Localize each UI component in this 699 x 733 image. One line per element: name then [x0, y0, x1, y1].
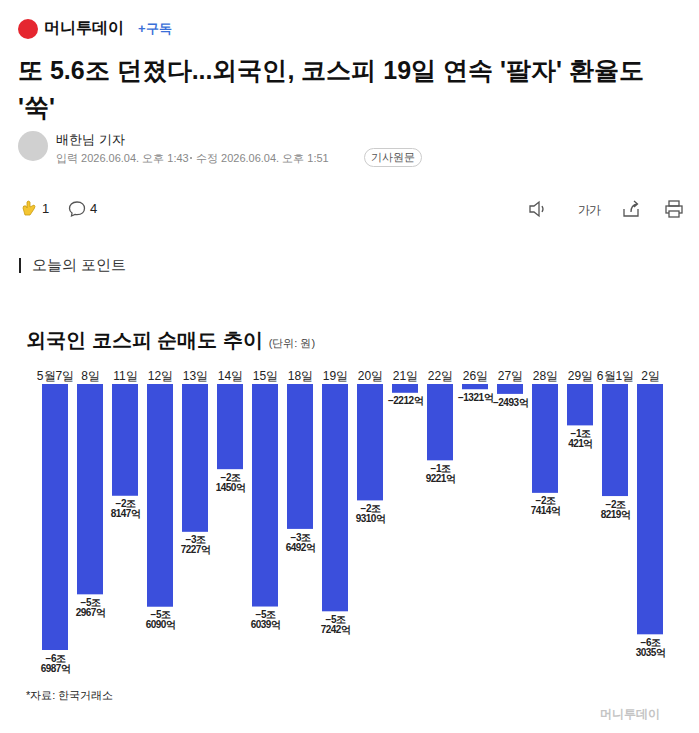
svg-text:6월1일: 6월1일: [597, 369, 634, 383]
svg-text:−1321억: −1321억: [458, 392, 493, 403]
svg-text:−2493억: −2493억: [493, 396, 528, 407]
svg-text:15일: 15일: [253, 369, 278, 383]
html-text:배한님 기자: 배한님 기자: [56, 132, 125, 147]
svg-text:−2조8219억: −2조8219억: [601, 499, 631, 520]
svg-text:−6조3035억: −6조3035억: [636, 637, 666, 658]
html-text:외국인 코스피 순매도 추이 (단위: 원): 외국인 코스피 순매도 추이 (단위: 원): [26, 329, 316, 351]
svg-text:−2212억: −2212억: [388, 395, 423, 406]
svg-text:−1조9221억: −1조9221억: [426, 463, 456, 484]
html-text:또 5.6조 던졌다...외국인, 코스피 19일 연속 ': 또 5.6조 던졌다...외국인, 코스피 19일 연속 '팔자' 환율도 '쑥…: [18, 56, 644, 121]
svg-text:26일: 26일: [463, 369, 488, 383]
html-text:*자료: 한국거래소: *자료: 한국거래소: [26, 689, 114, 701]
svg-text:−5조2967억: −5조2967억: [76, 597, 106, 618]
svg-text:2일: 2일: [641, 369, 660, 383]
html-text:가가: 가가: [578, 203, 600, 217]
svg-text:20일: 20일: [358, 369, 383, 383]
svg-text:−5조7242억: −5조7242억: [321, 614, 351, 635]
svg-text:−3조7227억: −3조7227억: [181, 534, 211, 555]
svg-text:19일: 19일: [323, 369, 348, 383]
svg-text:18일: 18일: [288, 369, 313, 383]
svg-text:−5조6090억: −5조6090억: [146, 609, 176, 630]
html-text:머니투데이: 머니투데이: [44, 19, 124, 36]
svg-text:29일: 29일: [568, 369, 593, 383]
svg-text:−6조6987억: −6조6987억: [41, 653, 71, 674]
svg-text:−2조7414억: −2조7414억: [531, 495, 561, 516]
svg-text:5월7일: 5월7일: [37, 369, 74, 383]
svg-text:21일: 21일: [393, 369, 418, 383]
svg-text:27일: 27일: [498, 369, 523, 383]
html-text:입력 2026.06.04. 오후 1:43: 입력 2026.06.04. 오후 1:43: [56, 152, 189, 164]
html-text:머니투데이: 머니투데이: [600, 707, 660, 721]
html-text:1: 1: [42, 201, 50, 216]
html-text:4: 4: [90, 201, 98, 216]
svg-text:22일: 22일: [428, 369, 453, 383]
html-text:수정 2026.06.04. 오후 1:51: 수정 2026.06.04. 오후 1:51: [196, 152, 329, 164]
svg-text:11일: 11일: [113, 369, 137, 383]
svg-text:−2조8147억: −2조8147억: [111, 498, 141, 519]
svg-text:−2조9310억: −2조9310억: [356, 503, 386, 524]
html-text:기사원문: 기사원문: [371, 151, 415, 163]
svg-text:28일: 28일: [533, 369, 558, 383]
svg-text:8일: 8일: [81, 369, 100, 383]
svg-text:14일: 14일: [218, 369, 243, 383]
svg-text:−2조1450억: −2조1450억: [216, 472, 246, 493]
svg-text:13일: 13일: [183, 369, 208, 383]
html-text:+구독: +구독: [138, 21, 172, 36]
svg-text:12일: 12일: [148, 369, 173, 383]
html-text:오늘의 포인트: 오늘의 포인트: [32, 256, 127, 273]
svg-text:−5조6039억: −5조6039억: [251, 609, 281, 630]
svg-text:−3조6492억: −3조6492억: [286, 532, 316, 553]
svg-text:−1조421억: −1조421억: [568, 428, 593, 449]
